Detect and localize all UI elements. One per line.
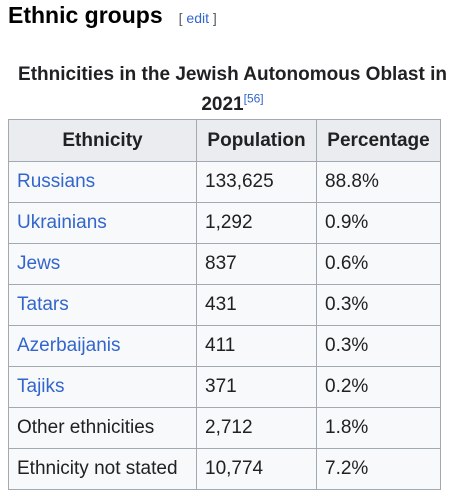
edit-link-label[interactable]: edit xyxy=(186,10,209,26)
edit-bracket-close: ] xyxy=(212,10,217,26)
cell-percentage: 0.3% xyxy=(316,284,441,326)
ethnicity-link[interactable]: Russians xyxy=(17,171,96,192)
cell-population: 1,292 xyxy=(196,202,317,244)
header-percentage: Percentage xyxy=(316,119,441,162)
cell-percentage: 0.6% xyxy=(316,243,441,285)
cell-population: 431 xyxy=(196,284,317,326)
cell-ethnicity: Ethnicity not stated xyxy=(8,448,197,490)
cell-ethnicity: Tajiks xyxy=(8,366,197,408)
table-row: Russians 133,625 88.8% xyxy=(8,161,441,203)
table-row: Jews 837 0.6% xyxy=(8,243,441,285)
cell-ethnicity: Jews xyxy=(8,243,197,285)
caption-text: Ethnicities in the Jewish Autonomous Obl… xyxy=(18,64,447,115)
table-caption: Ethnicities in the Jewish Autonomous Obl… xyxy=(0,60,465,120)
cell-ethnicity: Russians xyxy=(8,161,197,203)
ethnicity-label: Other ethnicities xyxy=(17,417,155,438)
ethnicity-link[interactable]: Tajiks xyxy=(17,376,65,397)
cell-percentage: 0.3% xyxy=(316,325,441,367)
cell-ethnicity: Ukrainians xyxy=(8,202,197,244)
cell-population: 2,712 xyxy=(196,407,317,449)
header-ethnicity: Ethnicity xyxy=(8,119,197,162)
cell-percentage: 88.8% xyxy=(316,161,441,203)
ethnicity-label: Ethnicity not stated xyxy=(17,458,178,479)
ethnicity-link[interactable]: Ukrainians xyxy=(17,212,107,233)
ethnicity-table: Ethnicity Population Percentage Russians… xyxy=(8,119,441,490)
ethnicity-link[interactable]: Jews xyxy=(17,253,61,274)
cell-percentage: 0.9% xyxy=(316,202,441,244)
cell-population: 411 xyxy=(196,325,317,367)
ethnicity-link[interactable]: Azerbaijanis xyxy=(17,335,121,356)
table-row: Azerbaijanis 411 0.3% xyxy=(8,325,441,367)
section-header: Ethnic groups [ edit ] xyxy=(8,2,217,29)
table-row: Other ethnicities 2,712 1.8% xyxy=(8,407,441,449)
edit-bracket-open: [ xyxy=(178,10,183,26)
header-population: Population xyxy=(196,119,317,162)
reference-link[interactable]: [56] xyxy=(243,91,264,106)
ethnicity-link[interactable]: Tatars xyxy=(17,294,69,315)
cell-ethnicity: Tatars xyxy=(8,284,197,326)
cell-percentage: 7.2% xyxy=(316,448,441,490)
cell-population: 371 xyxy=(196,366,317,408)
table-row: Ethnicity not stated 10,774 7.2% xyxy=(8,448,441,490)
table-header-row: Ethnicity Population Percentage xyxy=(8,119,441,162)
table-row: Tajiks 371 0.2% xyxy=(8,366,441,408)
cell-ethnicity: Azerbaijanis xyxy=(8,325,197,367)
cell-population: 133,625 xyxy=(196,161,317,203)
edit-section-link[interactable]: [ edit ] xyxy=(179,10,217,26)
cell-population: 837 xyxy=(196,243,317,285)
table-row: Tatars 431 0.3% xyxy=(8,284,441,326)
cell-population: 10,774 xyxy=(196,448,317,490)
cell-percentage: 0.2% xyxy=(316,366,441,408)
section-title: Ethnic groups xyxy=(8,2,163,28)
cell-ethnicity: Other ethnicities xyxy=(8,407,197,449)
table-body: Russians 133,625 88.8% Ukrainians 1,292 0.9% J… xyxy=(8,161,441,490)
table-row: Ukrainians 1,292 0.9% xyxy=(8,202,441,244)
cell-percentage: 1.8% xyxy=(316,407,441,449)
